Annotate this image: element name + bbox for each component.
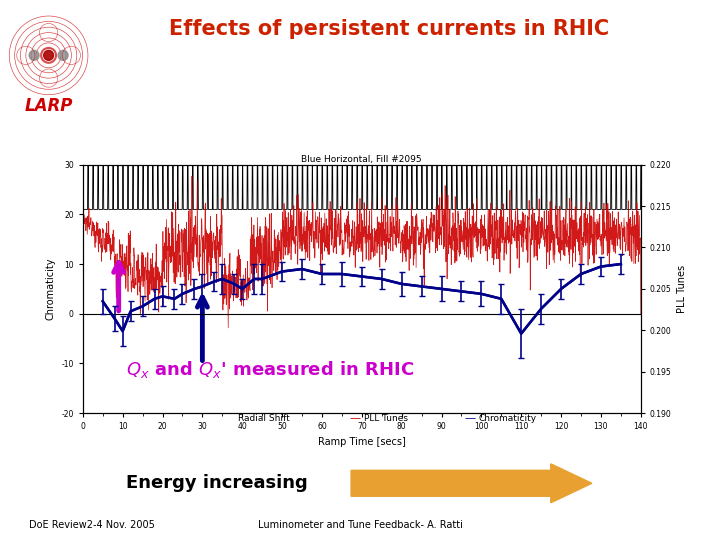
Circle shape	[44, 50, 53, 60]
Title: Blue Horizontal, Fill #2095: Blue Horizontal, Fill #2095	[302, 155, 422, 164]
Text: Energy increasing: Energy increasing	[126, 474, 307, 492]
Y-axis label: PLL Tunes: PLL Tunes	[677, 265, 687, 313]
Text: Luminometer and Tune Feedback- A. Ratti: Luminometer and Tune Feedback- A. Ratti	[258, 520, 462, 530]
FancyArrow shape	[351, 464, 592, 503]
Circle shape	[29, 50, 39, 60]
Text: PLL Tunes: PLL Tunes	[364, 414, 408, 423]
Text: Chromaticity: Chromaticity	[479, 414, 537, 423]
Y-axis label: Chromaticity: Chromaticity	[46, 258, 56, 320]
Text: —: —	[349, 414, 360, 423]
Text: —: —	[464, 414, 475, 423]
Text: $Q_x$ and $Q_x$' measured in RHIC: $Q_x$ and $Q_x$' measured in RHIC	[126, 359, 414, 380]
Text: Effects of persistent currents in RHIC: Effects of persistent currents in RHIC	[168, 19, 609, 39]
X-axis label: Ramp Time [secs]: Ramp Time [secs]	[318, 437, 406, 447]
Text: Radial Shift: Radial Shift	[238, 414, 289, 423]
Text: DoE Review2-4 Nov. 2005: DoE Review2-4 Nov. 2005	[29, 520, 155, 530]
Text: LARP: LARP	[24, 97, 73, 115]
Circle shape	[58, 50, 68, 60]
